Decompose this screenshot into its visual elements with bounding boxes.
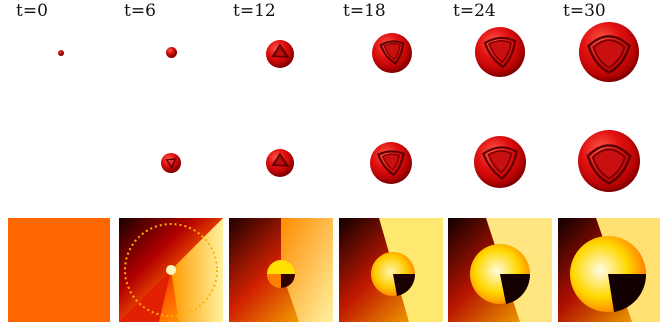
sphere-row1-t12 [266,40,294,68]
phase-panel-t12 [229,218,333,322]
sphere-row2-t12 [266,149,294,177]
sphere-row1-t18 [372,33,412,73]
time-label-12: t=12 [233,1,276,21]
phase-panel-t6 [119,218,223,322]
phase-panel-t30 [558,218,660,322]
sphere-row2-t6 [161,153,181,173]
phase-panel-t0 [8,218,110,322]
sphere-row1-t30 [579,22,639,82]
time-label-24: t=24 [453,1,496,21]
sphere-row2-t18 [370,142,412,184]
sphere-row2-t24 [474,136,526,188]
time-label-18: t=18 [343,1,386,21]
phase-panel-t24 [448,218,552,322]
sphere-row2-t30 [578,130,640,192]
sphere-row1-t24 [475,27,525,77]
sphere-row1-t6 [166,47,177,58]
time-label-0: t=0 [16,1,48,21]
time-label-6: t=6 [124,1,156,21]
phase-panel-t18 [339,218,443,322]
sphere-row1-t0 [58,50,64,56]
time-label-30: t=30 [563,1,606,21]
